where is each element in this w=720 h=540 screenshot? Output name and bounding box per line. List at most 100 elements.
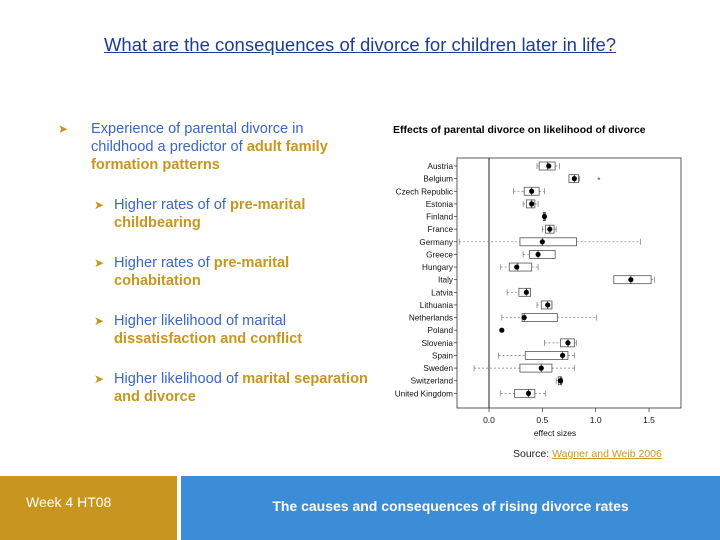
estimate-point — [541, 213, 548, 220]
box-row — [541, 212, 548, 221]
bullet-highlight: marital separation and divorce — [114, 371, 368, 405]
box — [521, 313, 558, 322]
box-row — [513, 186, 545, 196]
x-tick-label: 0.0 — [483, 415, 495, 425]
box-row — [541, 224, 557, 234]
box-row — [506, 287, 532, 297]
arrow-bullet-icon: ➤ — [58, 122, 69, 136]
country-label: Poland — [428, 326, 454, 335]
bullet-main: ➤ Experience of parental divorce in chil… — [58, 120, 368, 174]
arrow-bullet-icon: ➤ — [94, 198, 105, 212]
country-label: Czech Republic — [396, 187, 453, 196]
estimate-point — [523, 289, 529, 295]
box-row — [500, 388, 546, 398]
footer-topic-box: The causes and consequences of rising di… — [181, 476, 720, 540]
sub-bullet-cohabitation: ➤ Higher rates of pre-marital cohabitati… — [58, 254, 368, 290]
box-row — [458, 237, 641, 247]
country-label: Latvia — [431, 288, 453, 297]
box — [519, 237, 577, 247]
arrow-bullet-icon: ➤ — [94, 372, 105, 386]
page-title: What are the consequences of divorce for… — [103, 34, 617, 55]
bullet-highlight: dissatisfaction and conflict — [114, 331, 303, 347]
footer-week-label: Week 4 HT08 — [26, 494, 112, 510]
country-label: Italy — [438, 276, 454, 285]
estimate-point — [529, 188, 535, 194]
estimate-point — [514, 264, 520, 270]
source-label: Source: — [513, 448, 553, 460]
estimate-point — [547, 226, 553, 232]
bullet-text: Higher rates of — [114, 255, 214, 271]
outlier-point — [597, 177, 601, 180]
x-axis-label: effect sizes — [534, 428, 576, 438]
bullet-highlight: adult family formation patterns — [91, 139, 328, 173]
country-label: United Kingdom — [395, 389, 453, 398]
country-label: Lithuania — [420, 301, 454, 310]
sub-bullet-divorce: ➤ Higher likelihood of marital separatio… — [58, 370, 368, 406]
estimate-point — [571, 176, 577, 182]
estimate-point — [628, 277, 634, 283]
box — [524, 351, 569, 360]
box-row — [473, 363, 575, 373]
source-link[interactable]: Wagner and Weib 2006 — [552, 448, 662, 460]
country-label: France — [428, 225, 454, 234]
estimate-point — [539, 239, 545, 245]
sub-bullet-dissatisfaction: ➤ Higher likelihood of marital dissatisf… — [58, 312, 368, 348]
footer-topic-label: The causes and consequences of rising di… — [272, 498, 629, 514]
box-row — [498, 351, 575, 360]
country-label: Germany — [419, 238, 454, 247]
box — [508, 262, 533, 272]
country-label: Netherlands — [409, 314, 453, 323]
box — [529, 250, 556, 259]
estimate-point — [557, 378, 564, 384]
country-label: Greece — [426, 250, 453, 259]
box-row — [499, 327, 505, 333]
box-row — [555, 376, 564, 386]
box-row — [500, 262, 539, 272]
source-citation: Source: Wagner and Weib 2006 — [513, 448, 662, 460]
chart-title: Effects of parental divorce on likelihoo… — [393, 124, 646, 136]
estimate-point — [525, 390, 532, 396]
bullet-highlight: pre-marital cohabitation — [114, 255, 290, 289]
country-label: Hungary — [422, 263, 454, 272]
country-label: Belgium — [423, 175, 453, 184]
sub-bullet-childbearing: ➤ Higher rates of of pre-marital childbe… — [58, 196, 368, 232]
estimate-point — [545, 302, 551, 308]
country-label: Switzerland — [411, 377, 454, 386]
box — [519, 363, 553, 373]
box-row — [522, 250, 556, 259]
box — [514, 388, 536, 398]
x-tick-label: 0.5 — [536, 415, 548, 425]
estimate-point — [560, 352, 566, 359]
arrow-bullet-icon: ➤ — [94, 256, 105, 270]
bullet-text: Higher likelihood of marital — [114, 313, 286, 329]
country-label: Finland — [426, 213, 453, 222]
plot-frame — [456, 157, 682, 409]
box-row — [536, 161, 560, 171]
footer-week-box: Week 4 HT08 — [0, 476, 177, 540]
estimate-point — [499, 327, 505, 333]
x-tick-label: 1.0 — [590, 415, 602, 425]
country-label: Spain — [432, 351, 453, 360]
country-label: Estonia — [426, 200, 454, 209]
estimate-point — [535, 251, 541, 258]
estimate-point — [521, 314, 527, 321]
bullet-list: ➤ Experience of parental divorce in chil… — [58, 120, 368, 428]
box-row — [568, 174, 601, 184]
box-row — [501, 313, 598, 322]
x-tick-label: 1.5 — [643, 415, 655, 425]
estimate-point — [565, 340, 571, 346]
country-label: Sweden — [423, 364, 453, 373]
bullet-text: Higher likelihood of — [114, 371, 243, 387]
arrow-bullet-icon: ➤ — [94, 314, 105, 328]
estimate-point — [546, 163, 552, 169]
box-row — [544, 338, 577, 348]
box-row — [522, 199, 539, 209]
bullet-text: Experience of parental divorce in childh… — [91, 121, 304, 155]
boxplot-chart: Austria Belgium Czech Republic Estonia Finla… — [395, 157, 682, 438]
bullet-highlight: pre-marital childbearing — [114, 197, 306, 231]
box-row — [613, 275, 655, 285]
country-label: Austria — [428, 162, 454, 171]
estimate-point — [529, 201, 535, 207]
estimate-point — [538, 365, 544, 371]
bullet-text: Higher rates of of — [114, 197, 230, 213]
